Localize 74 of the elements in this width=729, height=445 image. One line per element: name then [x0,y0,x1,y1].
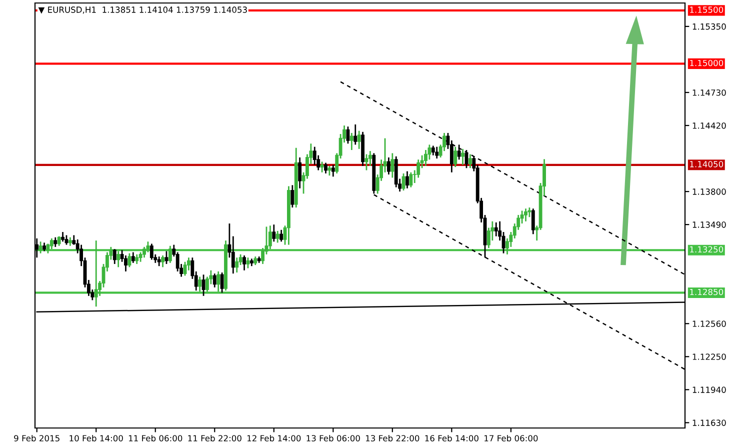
candlestick [272,224,276,242]
ref-line-label: 1.15000 [690,60,724,66]
candlestick [131,252,135,264]
candlestick [354,124,358,146]
candlestick [164,250,168,265]
candlestick [524,208,528,222]
candlestick [128,252,132,268]
candlestick [183,261,187,276]
candlestick [150,243,154,260]
candlestick [531,208,535,235]
candlestick [157,256,161,267]
candlestick [64,234,68,246]
candlestick [328,165,332,176]
y-tick-label: 1.14730 [692,89,726,96]
x-tick-label: 13 Feb 22:00 [366,434,420,442]
y-tick-label: 1.15350 [692,23,726,30]
ref-line-label: 1.12850 [690,288,724,296]
candlestick [406,170,409,190]
candlestick [246,256,250,269]
candlestick [320,161,324,174]
candlestick [312,146,316,166]
x-tick-label: 11 Feb 06:00 [128,434,182,442]
candlestick [528,206,532,218]
x-tick-label: 12 Feb 14:00 [247,434,301,442]
candlestick [135,254,139,265]
ref-line-label: 1.13250 [690,246,724,253]
candlestick [280,229,284,242]
candlestick [435,146,439,160]
candlestick [202,274,206,297]
candlestick [54,236,58,248]
y-tick-label: 1.12560 [692,320,726,327]
chart-title: ▼ EURUSD,H1 1.13851 1.14104 1.13759 1.14053 [38,6,247,14]
candlestick [402,172,406,192]
y-tick-label: 1.11630 [692,420,726,426]
candlestick [290,184,294,208]
candlestick [186,256,190,272]
y-tick-label: 1.11940 [692,386,726,393]
candlestick [112,248,116,265]
x-tick-label: 13 Feb 06:00 [306,434,360,442]
ref-line-label: 1.15500 [690,6,724,13]
x-tick-label: 9 Feb 2015 [14,434,60,442]
candlestick [457,144,461,160]
x-tick-label: 11 Feb 22:00 [188,434,242,442]
candlestick [61,231,64,242]
y-tick-label: 1.12250 [692,354,726,360]
x-tick-label: 17 Feb 06:00 [484,434,538,442]
candlestick [212,272,216,288]
x-tick-label: 16 Feb 14:00 [425,434,478,442]
candlestick [454,146,458,168]
candlestick [220,272,224,294]
candlestick [350,132,354,151]
candlestick [276,230,280,244]
y-tick-label: 1.13490 [692,222,726,228]
candlestick [409,172,413,188]
candlestick [494,222,498,237]
candlestick [390,152,394,178]
candlestick [242,254,246,272]
candlestick [364,154,368,171]
candlestick [235,256,239,274]
candlestick [386,156,390,176]
y-tick-label: 1.13800 [692,188,726,195]
candlestick [468,154,472,169]
candlestick [298,156,302,190]
candlestick [331,164,335,178]
candlestick [57,236,61,247]
candlestick [357,130,361,150]
candlestick [161,254,164,268]
candlestick [324,162,328,174]
candlestick [431,145,435,156]
ref-line-label: 1.14050 [690,161,724,168]
x-tick-label: 10 Feb 14:00 [70,434,123,442]
candlestick [461,148,464,166]
y-tick-label: 1.14420 [692,122,726,129]
candlestick [368,150,372,167]
